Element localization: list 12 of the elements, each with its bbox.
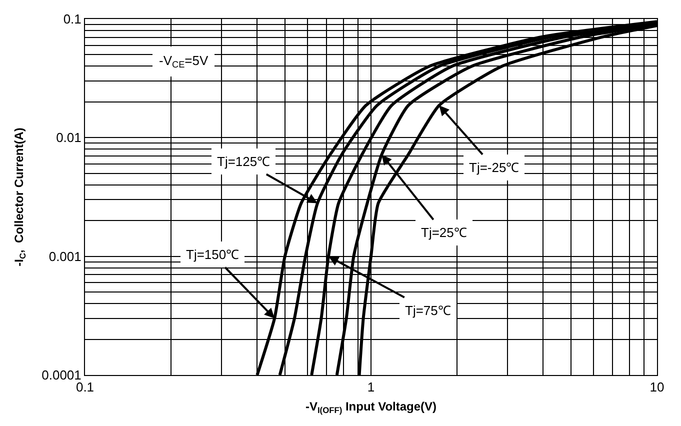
annotation: Tj=75℃: [405, 303, 451, 318]
y-tick-label: 0.001: [48, 248, 82, 264]
annotation: Tj=-25℃: [469, 160, 520, 175]
annotation: Tj=150℃: [186, 247, 240, 262]
x-axis-title: -V$_{I(OFF)}$ Input Voltage(V): [305, 400, 437, 416]
annotation: Tj=25℃: [421, 225, 467, 240]
x-tick-label: 10: [650, 380, 664, 395]
y-tick-label: 0.1: [63, 12, 82, 27]
y-tick-label: 0.01: [56, 130, 82, 146]
annotation: Tj=125℃: [217, 154, 270, 169]
annotation: -V$_{CE}$=5V: [159, 53, 208, 70]
x-tick-label: 1: [367, 380, 375, 395]
